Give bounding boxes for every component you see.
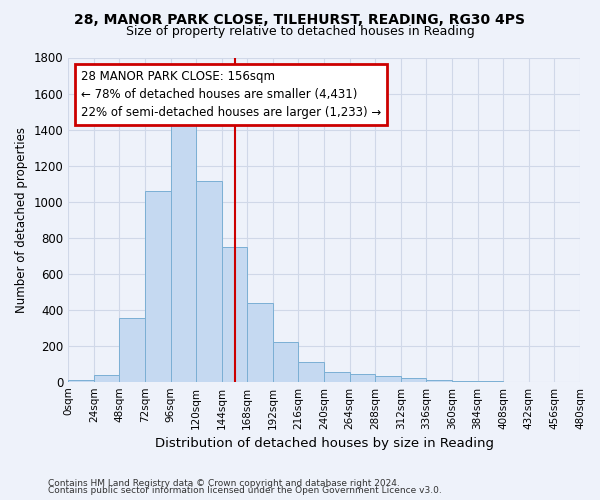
X-axis label: Distribution of detached houses by size in Reading: Distribution of detached houses by size … — [155, 437, 494, 450]
Bar — [94, 375, 119, 382]
Text: Contains public sector information licensed under the Open Government Licence v3: Contains public sector information licen… — [48, 486, 442, 495]
Bar — [401, 378, 427, 382]
Text: 28 MANOR PARK CLOSE: 156sqm
← 78% of detached houses are smaller (4,431)
22% of : 28 MANOR PARK CLOSE: 156sqm ← 78% of det… — [81, 70, 381, 119]
Bar — [222, 246, 247, 382]
Bar — [247, 304, 273, 382]
Text: Contains HM Land Registry data © Crown copyright and database right 2024.: Contains HM Land Registry data © Crown c… — [48, 478, 400, 488]
Bar — [119, 318, 145, 382]
Bar — [452, 381, 478, 382]
Bar — [298, 362, 324, 382]
Bar — [350, 374, 375, 382]
Bar — [324, 372, 350, 382]
Bar — [145, 191, 170, 382]
Bar — [273, 342, 298, 382]
Bar — [427, 380, 452, 382]
Text: 28, MANOR PARK CLOSE, TILEHURST, READING, RG30 4PS: 28, MANOR PARK CLOSE, TILEHURST, READING… — [74, 12, 526, 26]
Bar — [170, 118, 196, 382]
Y-axis label: Number of detached properties: Number of detached properties — [15, 126, 28, 312]
Bar — [196, 181, 222, 382]
Text: Size of property relative to detached houses in Reading: Size of property relative to detached ho… — [125, 25, 475, 38]
Bar — [68, 380, 94, 382]
Bar — [375, 376, 401, 382]
